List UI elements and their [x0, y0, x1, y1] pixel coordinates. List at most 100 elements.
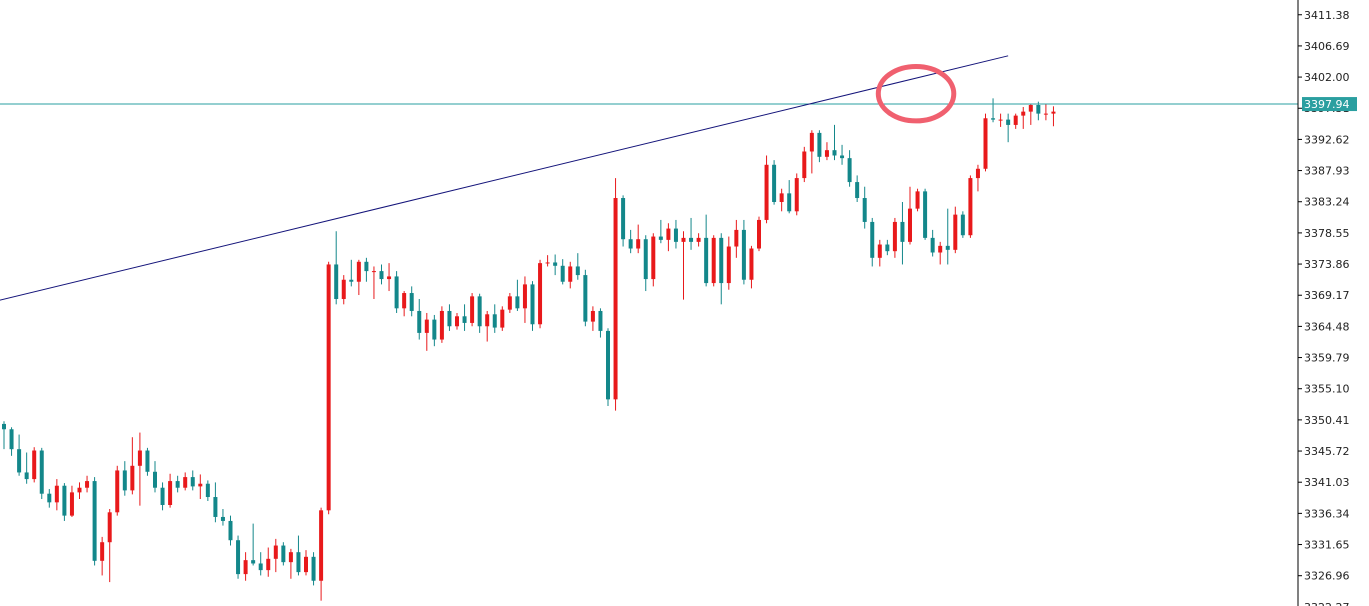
candle-body — [236, 540, 241, 575]
candle-body — [273, 545, 278, 559]
overlay-group — [0, 55, 1298, 301]
candle-body — [364, 261, 369, 272]
candle — [296, 535, 301, 576]
candle — [183, 472, 188, 491]
candle-body — [960, 214, 965, 236]
candle-body — [900, 221, 905, 242]
y-tick-label: 3331.65 — [1304, 539, 1350, 552]
candle-body — [568, 266, 573, 282]
candle — [832, 124, 837, 161]
candle — [764, 155, 769, 224]
candle — [538, 259, 543, 329]
candle-body — [153, 471, 157, 488]
candle — [613, 178, 618, 411]
candle-body — [507, 296, 512, 310]
candle — [583, 269, 588, 327]
candle-body — [281, 545, 286, 563]
candle-body — [628, 239, 633, 249]
candle — [160, 482, 165, 511]
candle — [779, 188, 784, 212]
candle — [137, 432, 142, 506]
candle-body — [409, 293, 414, 311]
candle-body — [470, 296, 475, 323]
candle — [251, 523, 256, 566]
highlight-circle — [875, 63, 957, 124]
candle-body — [809, 132, 814, 152]
candle — [62, 483, 67, 521]
candle-body — [220, 516, 225, 521]
candle-body — [741, 229, 746, 280]
candle — [968, 175, 973, 238]
candle-body — [923, 191, 928, 238]
candle-body — [726, 246, 731, 284]
price-axis: 3411.383406.693402.003397.313392.623387.… — [1297, 0, 1357, 606]
candle-body — [560, 265, 565, 282]
candle-body — [1013, 115, 1018, 125]
candle-body — [477, 296, 482, 327]
candle-body — [1021, 111, 1026, 116]
candle-body — [545, 262, 550, 264]
candle-body — [258, 563, 263, 571]
candle-body — [69, 492, 74, 516]
candle-body — [394, 276, 399, 309]
candle — [100, 536, 105, 576]
candle-body — [175, 481, 180, 488]
candle-body — [9, 429, 14, 450]
candle — [39, 447, 44, 500]
candle-body — [930, 237, 935, 253]
candle-body — [885, 244, 890, 252]
candle-body — [613, 198, 618, 400]
candle-body — [205, 483, 210, 498]
candle — [432, 314, 437, 347]
candle-body — [115, 470, 120, 513]
candle-body — [17, 449, 22, 473]
candle-body — [666, 228, 671, 240]
candle-body — [130, 465, 135, 491]
candle — [908, 186, 912, 245]
candle-body — [802, 151, 807, 179]
candle-body — [319, 510, 324, 581]
candle-body — [522, 284, 527, 309]
candle-body — [455, 316, 459, 327]
candle-body — [538, 263, 543, 325]
y-tick-label: 3322.27 — [1304, 601, 1350, 606]
candle — [975, 164, 980, 192]
candle-body — [432, 319, 437, 340]
candle — [923, 188, 928, 240]
candle — [757, 216, 761, 252]
candle-body — [817, 132, 822, 157]
candle — [787, 180, 792, 214]
candle-body — [772, 164, 777, 202]
candle-body — [575, 266, 580, 276]
candle-body — [530, 284, 535, 325]
candle-body — [757, 219, 761, 249]
candle — [734, 219, 739, 258]
candle — [281, 542, 286, 566]
candle-body — [39, 450, 44, 494]
candle — [553, 254, 558, 276]
candle-body — [711, 237, 716, 284]
candle — [32, 447, 37, 483]
candle — [115, 465, 120, 516]
candle — [802, 146, 807, 183]
candle — [228, 515, 233, 546]
candle-body — [787, 193, 792, 212]
trendline — [0, 55, 1009, 301]
candle — [696, 233, 701, 247]
candle-body — [447, 310, 452, 327]
candle — [175, 475, 180, 493]
candle-body — [658, 236, 663, 240]
candle-body — [485, 314, 490, 327]
candle — [772, 160, 777, 205]
candle-body — [77, 487, 82, 493]
candle-body — [606, 330, 610, 400]
candle-body — [311, 556, 316, 581]
candle — [983, 113, 988, 172]
candle-body — [356, 261, 361, 282]
candle-body — [62, 485, 67, 516]
candle — [492, 304, 497, 333]
candle — [349, 259, 354, 287]
candle — [575, 253, 580, 280]
candle — [243, 552, 248, 581]
candle-body — [892, 221, 897, 252]
